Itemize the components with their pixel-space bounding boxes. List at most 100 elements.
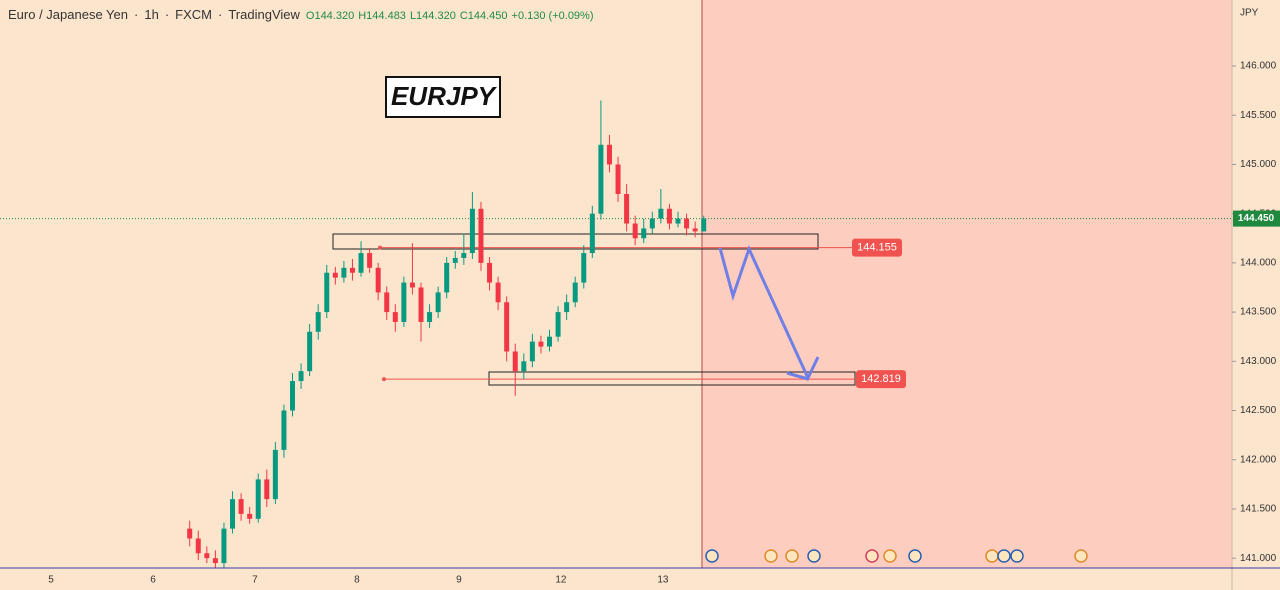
level-label: 144.155: [857, 242, 897, 254]
candle-body: [418, 287, 424, 322]
x-tick-label: 9: [456, 575, 462, 586]
event-icons: [705, 549, 1088, 563]
candle-body: [615, 164, 621, 194]
candle-body: [281, 410, 287, 450]
candle-body: [212, 558, 218, 564]
candle-body: [598, 144, 604, 214]
y-tick-label: 141.000: [1240, 553, 1277, 564]
candle-body: [324, 272, 330, 313]
candle-body: [538, 341, 544, 347]
title-box: [385, 76, 501, 118]
candle-body: [487, 262, 493, 283]
projection-path: [718, 244, 820, 382]
y-tick-label: 142.500: [1240, 405, 1277, 416]
candle-body: [564, 302, 570, 313]
candle-body: [401, 282, 407, 322]
candle-body: [367, 253, 373, 268]
candle-body: [187, 528, 193, 539]
ohlc-open: O144.320: [306, 10, 354, 22]
event-icon: [908, 549, 922, 563]
candle-body: [675, 218, 681, 224]
candle-body: [581, 253, 587, 283]
candle-body: [221, 528, 227, 564]
platform: TradingView: [228, 7, 300, 22]
level-anchor: [382, 377, 386, 382]
sep: ·: [165, 7, 169, 22]
candle-body: [692, 228, 698, 232]
candle-body: [649, 218, 655, 229]
sep: ·: [134, 7, 138, 22]
candle-body: [349, 267, 355, 273]
candle-body: [684, 218, 690, 229]
sep: ·: [218, 7, 222, 22]
candle-body: [555, 312, 561, 337]
level-label: 142.819: [861, 373, 901, 385]
candle-body: [632, 223, 638, 239]
candle-body: [658, 208, 664, 219]
candle-body: [272, 449, 278, 500]
candle-body: [409, 282, 415, 288]
x-tick-label: 12: [555, 575, 567, 586]
candle-body: [444, 262, 450, 293]
y-tick-label: 145.500: [1240, 110, 1277, 121]
level-tag: [852, 238, 902, 257]
candle-body: [572, 282, 578, 303]
event-icon: [985, 549, 999, 563]
source: FXCM: [175, 7, 212, 22]
forecast-region: [702, 0, 1232, 568]
candle-body: [358, 253, 364, 273]
event-icon: [883, 549, 897, 563]
currency: JPY: [1240, 8, 1259, 19]
event-icon: [807, 549, 821, 563]
candle-body: [195, 538, 201, 554]
candle-body: [529, 341, 535, 362]
event-icon: [1010, 549, 1024, 563]
candle-body: [589, 213, 595, 254]
event-icon: [865, 549, 879, 563]
level-tag: [856, 370, 906, 389]
candle-body: [478, 208, 484, 263]
last-price-tag: [1233, 210, 1280, 227]
x-tick-label: 7: [252, 575, 258, 586]
candle-body: [512, 351, 518, 372]
event-icon: [705, 549, 719, 563]
candle-body: [701, 218, 707, 232]
interval: 1h: [144, 7, 158, 22]
y-tick-label: 141.500: [1240, 504, 1277, 515]
last-price-label: 144.450: [1238, 213, 1275, 224]
y-tick-label: 145.000: [1240, 159, 1277, 170]
candle-body: [247, 513, 253, 519]
ohlc-close: C144.450: [460, 10, 508, 22]
candle-body: [384, 292, 390, 313]
candle-body: [392, 312, 398, 322]
y-tick-label: 143.000: [1240, 356, 1277, 367]
candle-body: [641, 228, 647, 239]
candle-body: [341, 267, 347, 278]
x-tick-label: 6: [150, 575, 156, 586]
candle-body: [375, 267, 381, 293]
x-tick-label: 8: [354, 575, 360, 586]
y-tick-label: 142.000: [1240, 454, 1277, 465]
event-icon: [997, 549, 1011, 563]
level-anchor: [378, 245, 382, 250]
projection-arrow: [786, 371, 809, 381]
x-tick-label: 5: [48, 575, 54, 586]
candle-body: [461, 253, 467, 258]
candle-body: [307, 331, 313, 372]
candle-body: [606, 144, 612, 165]
ohlc-change: +0.130 (+0.09%): [512, 10, 594, 22]
ohlc-low: L144.320: [410, 10, 456, 22]
candle-body: [298, 371, 304, 381]
candle-body: [495, 282, 501, 303]
candle-body: [452, 257, 458, 263]
candle-body: [666, 208, 672, 224]
candle-body: [289, 380, 295, 411]
candle-body: [624, 193, 630, 224]
candle-body: [238, 499, 244, 514]
candle-body: [264, 479, 270, 500]
support-zone: [488, 371, 856, 386]
ohlc-high: H144.483: [358, 10, 406, 22]
candle-body: [435, 292, 441, 313]
candle-body: [315, 312, 321, 332]
